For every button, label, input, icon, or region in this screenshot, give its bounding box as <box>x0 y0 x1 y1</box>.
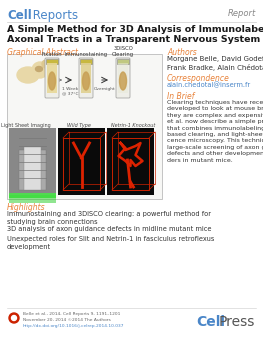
Bar <box>46 59 58 64</box>
Bar <box>19 150 46 190</box>
FancyBboxPatch shape <box>79 58 93 98</box>
Bar <box>7 54 162 199</box>
Text: Fixation: Fixation <box>42 52 62 57</box>
Bar <box>9 128 56 195</box>
Text: Press: Press <box>219 315 255 329</box>
Text: Axonal Tracts in a Transparent Nervous System: Axonal Tracts in a Transparent Nervous S… <box>7 35 260 44</box>
Bar <box>118 63 128 93</box>
Ellipse shape <box>17 67 39 83</box>
Text: Authors: Authors <box>167 48 197 57</box>
Bar <box>47 63 57 93</box>
Text: 1 Week
@ 37°C: 1 Week @ 37°C <box>62 87 78 96</box>
Text: Graphical Abstract: Graphical Abstract <box>7 48 78 57</box>
Text: Cell: Cell <box>196 315 225 329</box>
Text: November 20, 2014 ©2014 The Authors: November 20, 2014 ©2014 The Authors <box>23 318 111 322</box>
Circle shape <box>42 60 50 68</box>
Text: alain.chedotal@inserm.fr: alain.chedotal@inserm.fr <box>167 82 251 89</box>
Circle shape <box>32 62 48 78</box>
Bar <box>58 128 105 195</box>
Ellipse shape <box>36 66 43 71</box>
Bar <box>107 128 154 195</box>
Text: Highlights: Highlights <box>7 203 45 212</box>
Text: Overnight: Overnight <box>94 87 116 91</box>
Text: Unexpected roles for Slit and Netrin-1 in fasciculus retroflexus
development: Unexpected roles for Slit and Netrin-1 i… <box>7 236 214 250</box>
Text: Correspondence: Correspondence <box>167 74 230 83</box>
Text: Wild Type: Wild Type <box>67 123 91 128</box>
Bar <box>9 195 56 203</box>
Text: Belle et al., 2014, Cell Reports 9, 1191–1201: Belle et al., 2014, Cell Reports 9, 1191… <box>23 312 120 316</box>
Text: Light Sheet Imaging: Light Sheet Imaging <box>1 123 51 128</box>
Bar <box>9 193 56 198</box>
Ellipse shape <box>83 72 89 90</box>
Text: Cell: Cell <box>7 9 32 22</box>
Text: Immunostaining: Immunostaining <box>64 52 108 57</box>
Circle shape <box>9 313 19 323</box>
Ellipse shape <box>119 72 127 90</box>
FancyBboxPatch shape <box>45 58 59 98</box>
Text: Morgane Belle, David Godefroy,  ...,
Frank Bradke, Alain Chédotal: Morgane Belle, David Godefroy, ..., Fran… <box>167 56 263 71</box>
Bar <box>81 63 91 93</box>
Text: A Simple Method for 3D Analysis of Immunolabeled: A Simple Method for 3D Analysis of Immun… <box>7 25 263 34</box>
Text: Reports: Reports <box>29 9 78 22</box>
Text: Immunostaining and 3DISCO clearing: a powerful method for
studying brain connect: Immunostaining and 3DISCO clearing: a po… <box>7 211 211 225</box>
Bar <box>80 59 92 64</box>
FancyBboxPatch shape <box>116 58 130 98</box>
Bar <box>24 147 41 190</box>
Text: 3DISCO
Clearing: 3DISCO Clearing <box>112 46 134 57</box>
Bar <box>117 59 129 64</box>
Text: Clearing techniques have recently been
developed to look at mouse brains, but
th: Clearing techniques have recently been d… <box>167 100 263 162</box>
Text: Netrin-1 Knockout: Netrin-1 Knockout <box>111 123 155 128</box>
Text: http://dx.doi.org/10.1016/j.celrep.2014.10.037: http://dx.doi.org/10.1016/j.celrep.2014.… <box>23 324 124 328</box>
Ellipse shape <box>48 72 55 90</box>
Text: In Brief: In Brief <box>167 92 194 101</box>
Text: 3D analysis of axon guidance defects in midline mutant mice: 3D analysis of axon guidance defects in … <box>7 226 211 232</box>
Text: Report: Report <box>228 9 256 18</box>
Circle shape <box>12 316 17 320</box>
